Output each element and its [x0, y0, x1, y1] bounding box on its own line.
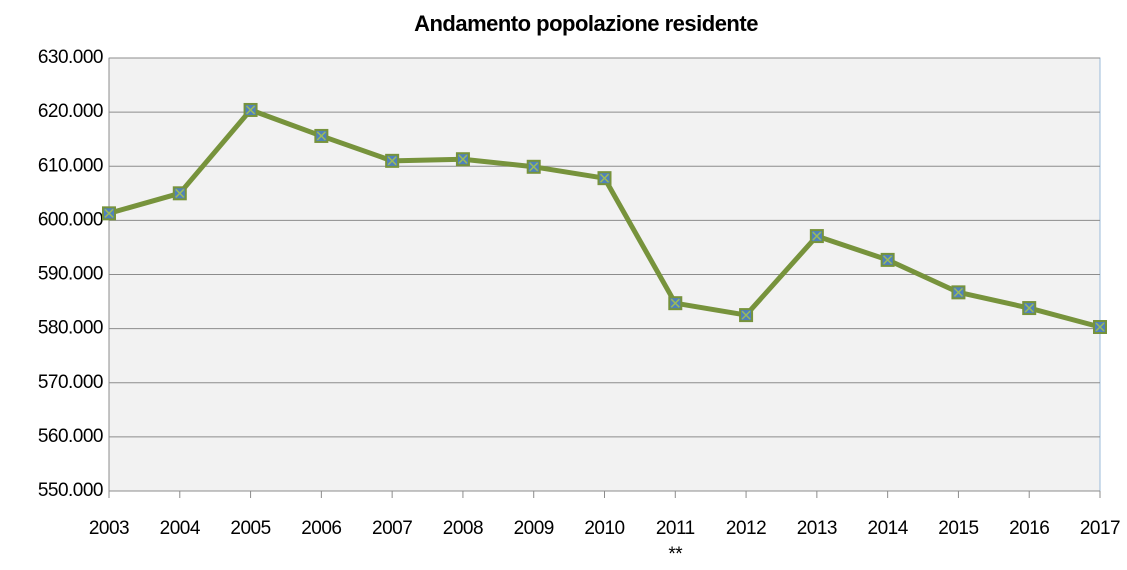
marker-cross [316, 131, 326, 141]
y-tick-label: 600.000 [38, 209, 103, 230]
y-tick-label: 570.000 [38, 372, 103, 393]
marker-cross [670, 298, 680, 308]
x-tick-label: 2017 [1080, 518, 1120, 539]
x-tick-label: 2013 [797, 518, 837, 539]
y-tick-label: 620.000 [38, 101, 103, 122]
x-tick-label: 2014 [868, 518, 909, 539]
x-tick-label: 2003 [89, 518, 129, 539]
marker-cross [812, 231, 822, 241]
x-tick-label: 2009 [514, 518, 554, 539]
y-tick-label: 550.000 [38, 480, 103, 501]
marker-cross [599, 173, 610, 183]
marker-cross [387, 156, 397, 166]
y-tick-label: 630.000 [38, 47, 103, 68]
x-tick-label: 2015 [938, 518, 978, 539]
y-tick-label: 610.000 [38, 155, 103, 176]
marker-cross [246, 105, 256, 115]
marker-cross [104, 208, 114, 218]
x-tick-label: 2006 [301, 518, 341, 539]
marker-cross [883, 255, 893, 265]
x-label-note: ** [668, 544, 683, 565]
marker-cross [1095, 322, 1105, 332]
x-tick-label: 2004 [160, 518, 201, 539]
y-tick-label: 580.000 [38, 318, 103, 339]
x-tick-label: 2016 [1009, 518, 1049, 539]
marker-cross [458, 154, 468, 164]
marker-cross [953, 287, 963, 297]
y-tick-label: 560.000 [38, 426, 103, 447]
marker-cross [741, 310, 751, 320]
x-tick-label: 2008 [443, 518, 483, 539]
chart-title: Andamento popolazione residente [414, 11, 758, 36]
marker-cross [175, 188, 185, 198]
marker-cross [529, 162, 539, 172]
x-tick-label: 2005 [230, 518, 270, 539]
x-tick-label: 2007 [372, 518, 412, 539]
marker-cross [1024, 303, 1034, 313]
x-tick-label: 2011 [656, 518, 695, 539]
x-tick-label: 2010 [584, 518, 624, 539]
x-tick-label: 2012 [726, 518, 766, 539]
y-tick-label: 590.000 [38, 264, 103, 285]
